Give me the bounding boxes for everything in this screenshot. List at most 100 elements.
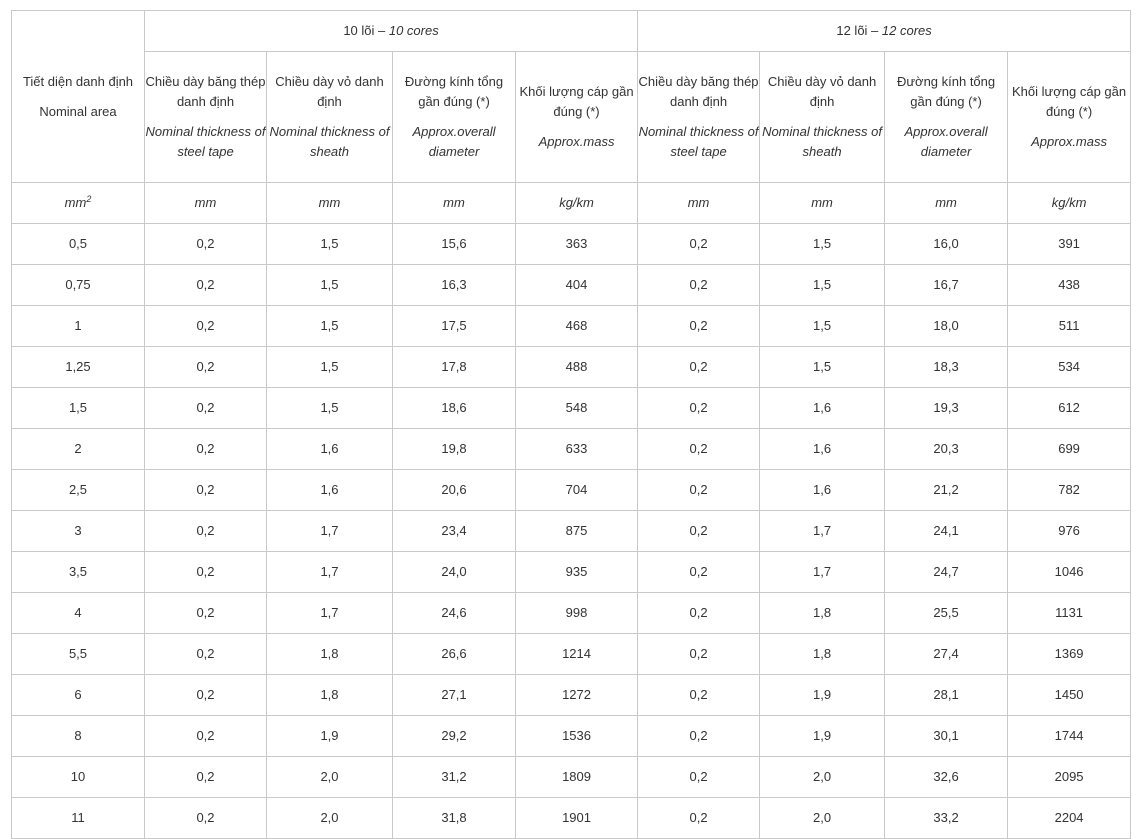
table-cell: 20,3 [884, 428, 1009, 470]
table-cell: 19,8 [392, 428, 516, 470]
column-header-vn: Chiều dày băng thép danh định [638, 74, 759, 109]
table-cell: 1,5 [266, 223, 393, 265]
table-cell: 1,5 [266, 264, 393, 306]
column-header-en: Nominal thickness of sheath [762, 124, 883, 159]
table-cell: 32,6 [884, 756, 1009, 798]
nominal-area-cell: 3 [11, 510, 145, 552]
column-header-en: Approx.overall diameter [412, 124, 496, 159]
table-cell: 1,5 [759, 264, 886, 306]
table-cell: 1,7 [266, 551, 393, 593]
table-cell: 404 [514, 264, 639, 306]
unit-cell: mm [884, 182, 1009, 224]
table-cell: 1,8 [266, 674, 393, 716]
table-cell: 363 [514, 223, 639, 265]
table-cell: 488 [514, 346, 639, 388]
column-header-vn: Đường kính tổng gần đúng (*) [896, 74, 996, 109]
table-cell: 0,2 [637, 551, 761, 593]
table-row: 2,5 0,2 1,6 20,6 704 0,2 1,6 21,2 782 [11, 469, 1132, 511]
table-cell: 18,0 [884, 305, 1009, 347]
table-cell: 17,8 [392, 346, 516, 388]
column-header-vn: Khối lượng cáp gần đúng (*) [1012, 84, 1127, 119]
column-header-6: Đường kính tổng gần đúng (*) Approx.overa… [884, 51, 1009, 183]
table-row: 0,75 0,2 1,5 16,3 404 0,2 1,5 16,7 438 [11, 264, 1132, 306]
table-cell: 0,2 [144, 797, 267, 839]
table-row: 1,5 0,2 1,5 18,6 548 0,2 1,6 19,3 612 [11, 387, 1132, 429]
unit-cell: mm [144, 182, 267, 224]
table-cell: 1,5 [266, 387, 393, 429]
table-cell: 0,2 [637, 264, 761, 306]
table-cell: 2,0 [266, 756, 393, 798]
table-cell: 976 [1007, 510, 1132, 552]
table-cell: 0,2 [637, 633, 761, 675]
table-cell: 0,2 [144, 428, 267, 470]
table-cell: 15,6 [392, 223, 516, 265]
table-cell: 1,7 [266, 510, 393, 552]
column-header-en: Approx.mass [538, 134, 615, 149]
nominal-area-cell: 10 [11, 756, 145, 798]
table-cell: 1,9 [759, 674, 886, 716]
unit-cell: mm [637, 182, 761, 224]
column-header-en: Nominal thickness of steel tape [145, 124, 266, 159]
table-cell: 0,2 [637, 674, 761, 716]
table-cell: 438 [1007, 264, 1132, 306]
table-cell: 0,2 [144, 510, 267, 552]
column-header-3: Khối lượng cáp gần đúng (*) Approx.mass [514, 51, 639, 183]
table-cell: 391 [1007, 223, 1132, 265]
table-cell: 31,2 [392, 756, 516, 798]
cable-spec-table: Tiết diện danh định Nominal area 10 lõi … [11, 10, 1132, 839]
table-cell: 1450 [1007, 674, 1132, 716]
unit-cell: mm [266, 182, 393, 224]
table-cell: 511 [1007, 305, 1132, 347]
table-cell: 24,6 [392, 592, 516, 634]
table-cell: 20,6 [392, 469, 516, 511]
unit-area-exponent: 2 [86, 194, 92, 204]
unit-cell: mm [392, 182, 516, 224]
nominal-area-cell: 0,75 [11, 264, 145, 306]
table-cell: 2,0 [759, 797, 886, 839]
nominal-area-cell: 8 [11, 715, 145, 757]
column-header-en: Nominal thickness of steel tape [638, 124, 759, 159]
group-12-cores-en: 12 cores [881, 23, 932, 38]
table-cell: 0,2 [144, 469, 267, 511]
table-cell: 0,2 [637, 346, 761, 388]
table-cell: 28,1 [884, 674, 1009, 716]
table-cell: 1046 [1007, 551, 1132, 593]
table-cell: 1,8 [266, 633, 393, 675]
unit-cell: mm [759, 182, 886, 224]
column-header-en: Approx.overall diameter [904, 124, 988, 159]
table-cell: 0,2 [144, 305, 267, 347]
table-cell: 1,9 [759, 715, 886, 757]
table-cell: 0,2 [144, 674, 267, 716]
table-cell: 29,2 [392, 715, 516, 757]
table-cell: 1,6 [759, 469, 886, 511]
table-cell: 699 [1007, 428, 1132, 470]
column-header-row: Chiều dày băng thép danh định Nominal thi… [12, 51, 1132, 183]
table-cell: 0,2 [637, 715, 761, 757]
nominal-area-cell: 5,5 [11, 633, 145, 675]
table-cell: 0,2 [144, 223, 267, 265]
table-cell: 27,1 [392, 674, 516, 716]
table-cell: 1,7 [759, 510, 886, 552]
table-cell: 633 [514, 428, 639, 470]
column-header-vn: Chiều dày vỏ danh định [275, 74, 384, 109]
table-body: Tiết diện danh định Nominal area 10 lõi … [11, 10, 1132, 839]
column-header-2: Đường kính tổng gần đúng (*) Approx.overa… [392, 51, 516, 183]
cable-spec-table-wrapper: Tiết diện danh định Nominal area 10 lõi … [11, 10, 1132, 839]
table-cell: 0,2 [637, 592, 761, 634]
table-cell: 23,4 [392, 510, 516, 552]
group-10-cores-header: 10 lõi – 10 cores [143, 10, 639, 52]
table-cell: 0,2 [144, 756, 267, 798]
group-10-cores-en: 10 cores [388, 23, 439, 38]
table-row: 6 0,2 1,8 27,1 1272 0,2 1,9 28,1 1450 [11, 674, 1132, 716]
group-10-cores-vn: 10 lõi – [343, 23, 389, 38]
nominal-area-cell: 2,5 [11, 469, 145, 511]
table-cell: 26,6 [392, 633, 516, 675]
units-row: mm2 mm mm mm kg/km mm mm mm kg/km [11, 182, 1132, 224]
nominal-area-header: Tiết diện danh định Nominal area [11, 10, 145, 183]
nominal-area-cell: 1,5 [11, 387, 145, 429]
nominal-area-cell: 1 [11, 305, 145, 347]
table-cell: 18,3 [884, 346, 1009, 388]
column-header-7: Khối lượng cáp gần đúng (*) Approx.mass [1007, 51, 1132, 183]
table-row: 1,25 0,2 1,5 17,8 488 0,2 1,5 18,3 534 [11, 346, 1132, 388]
table-cell: 1,7 [266, 592, 393, 634]
